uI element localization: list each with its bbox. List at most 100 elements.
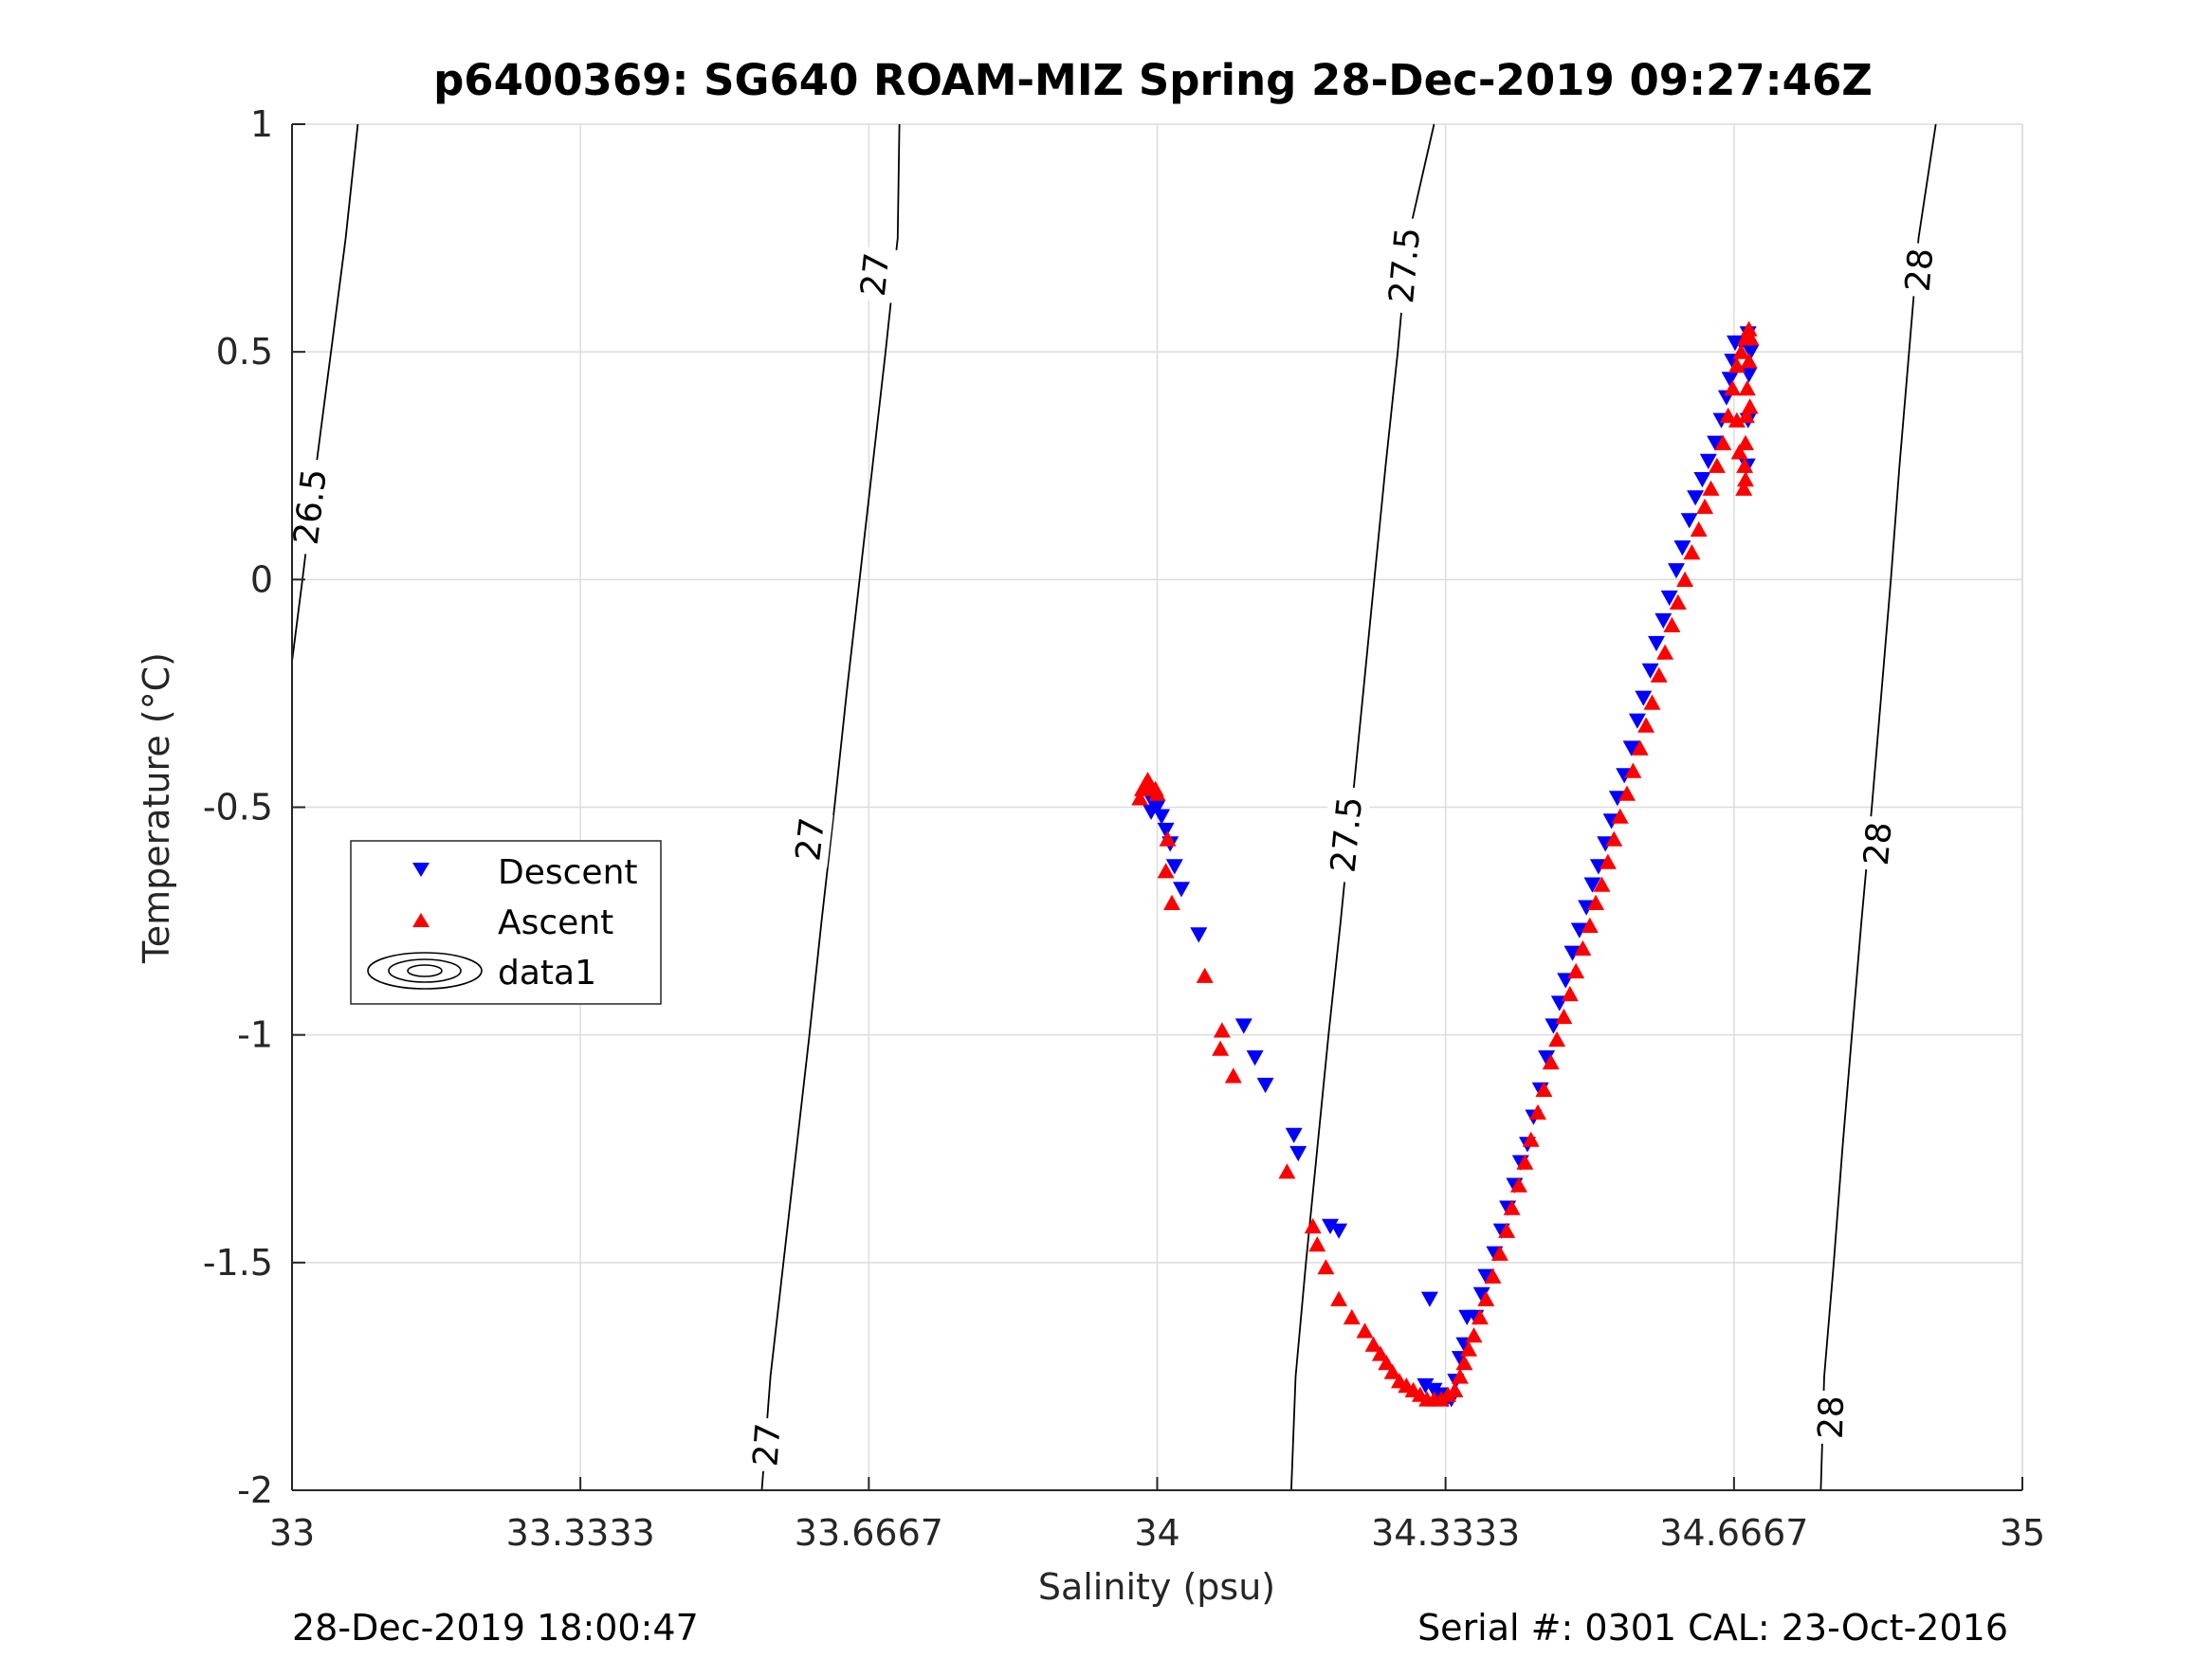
ascent-point <box>1157 863 1175 879</box>
ascent-point <box>1663 616 1681 632</box>
descent-point <box>1322 1218 1339 1234</box>
ascent-point <box>1714 434 1732 450</box>
descent-point <box>1538 1050 1556 1066</box>
ascent-point <box>1732 343 1750 359</box>
contour-label: 26.5 <box>287 466 335 547</box>
descent-point <box>1707 435 1725 451</box>
x-tick-label: 33.3333 <box>506 1512 655 1554</box>
legend-data1-label: data1 <box>498 954 596 993</box>
density-contours: 26.5 27 27 27 27.5 27.5 28 28 28 <box>283 123 1942 1491</box>
contour-line <box>760 123 901 1491</box>
ascent-point <box>1624 762 1642 778</box>
ascent-point <box>1484 1267 1502 1284</box>
axis-ticks: 33 33.3333 33.6667 34 34.3333 34.6667 35 1 0.5 0 -… <box>203 103 2045 1554</box>
ascent-point <box>1439 1386 1457 1402</box>
ascent-point <box>1740 320 1758 337</box>
ascent-point <box>1605 830 1623 847</box>
descent-point <box>1285 1127 1303 1143</box>
descent-point <box>1742 344 1760 360</box>
ascent-point <box>1317 1259 1335 1275</box>
ascent-point <box>1509 1176 1527 1193</box>
descent-point <box>1173 882 1190 898</box>
descent-point <box>1246 1050 1264 1066</box>
ascent-point <box>1593 876 1611 892</box>
legend-descent-label: Descent <box>498 853 638 892</box>
y-tick-label: 1 <box>250 103 273 145</box>
ascent-point <box>1719 407 1737 424</box>
ascent-point <box>1555 1008 1573 1025</box>
descent-point <box>1740 367 1758 383</box>
ascent-point <box>1581 917 1599 933</box>
contour-label-gap <box>1895 241 1942 299</box>
descent-point <box>1635 690 1653 706</box>
ascent-point <box>1599 853 1617 869</box>
descent-point <box>1153 809 1171 825</box>
x-tick-label: 33.6667 <box>795 1512 943 1554</box>
ascent-point <box>1574 939 1592 957</box>
descent-point <box>1648 635 1665 652</box>
contour-label-gap <box>1320 785 1372 884</box>
contour-label: 27 <box>789 815 832 863</box>
descent-point <box>1583 877 1601 893</box>
legend: Descent Ascent data1 <box>350 840 662 1005</box>
ascent-point <box>1737 471 1754 487</box>
descent-point <box>1234 1018 1252 1034</box>
contour-line <box>1819 123 1937 1491</box>
ascent-point <box>1477 1290 1495 1306</box>
descent-point <box>1563 945 1581 961</box>
ascent-point <box>1561 985 1579 1002</box>
descent-point <box>1660 590 1678 607</box>
descent-point <box>1589 859 1607 875</box>
descent-point <box>1721 372 1739 388</box>
ascent-point <box>1631 739 1649 756</box>
footer-serial-cal: Serial #: 0301 CAL: 23-Oct-2016 <box>1417 1607 2008 1649</box>
descent-point <box>1628 713 1646 729</box>
contour-label-gap <box>1854 815 1901 872</box>
ascent-point <box>1516 1154 1534 1170</box>
chart-title: p6400369: SG640 ROAM-MIZ Spring 28-Dec-2… <box>433 55 1873 105</box>
contour-label: 28 <box>1899 246 1942 293</box>
x-tick-label: 34.6667 <box>1659 1512 1808 1554</box>
descent-point <box>1256 1077 1274 1094</box>
descent-point <box>1157 822 1175 839</box>
legend-contour-marker <box>367 952 483 990</box>
ascent-point <box>1304 1217 1322 1234</box>
ascent-point <box>1224 1067 1242 1084</box>
ascent-point <box>1535 1081 1553 1097</box>
descent-point <box>1699 453 1717 469</box>
series-ascent <box>1131 320 1760 1407</box>
ascent-point <box>1503 1199 1521 1215</box>
descent-point <box>1330 1223 1348 1239</box>
data-points <box>1131 320 1760 1408</box>
contour-label: 28 <box>1812 1395 1852 1440</box>
ascent-point <box>1728 357 1746 374</box>
contour-label-gap <box>1379 216 1430 315</box>
ascent-point <box>1343 1308 1361 1325</box>
ascent-point <box>1542 1053 1560 1070</box>
ascent-point <box>1212 1040 1230 1056</box>
ascent-point <box>1618 785 1636 801</box>
descent-point <box>1680 513 1698 529</box>
descent-point <box>1472 1286 1490 1303</box>
ascent-point <box>1159 830 1177 847</box>
ascent-point <box>1696 498 1714 515</box>
descent-point <box>1673 540 1691 556</box>
descent-point <box>1420 1291 1438 1307</box>
descent-point <box>1165 859 1183 875</box>
ascent-point <box>1371 1345 1389 1361</box>
legend-descent-marker <box>412 863 430 877</box>
ascent-point <box>1737 407 1755 424</box>
ascent-point <box>1278 1163 1296 1179</box>
y-axis-label: Temperature (°C) <box>136 652 177 964</box>
ascent-point <box>1148 785 1166 801</box>
ascent-point <box>1451 1368 1469 1384</box>
x-tick-label: 33 <box>269 1512 315 1554</box>
contour-label-gap <box>1808 1390 1853 1445</box>
descent-point <box>1668 563 1685 579</box>
descent-point <box>1693 472 1711 488</box>
y-tick-label: -1.5 <box>203 1242 273 1284</box>
ascent-point <box>1455 1355 1473 1371</box>
contour-label: 27 <box>854 251 898 299</box>
ascent-point <box>1378 1355 1396 1371</box>
